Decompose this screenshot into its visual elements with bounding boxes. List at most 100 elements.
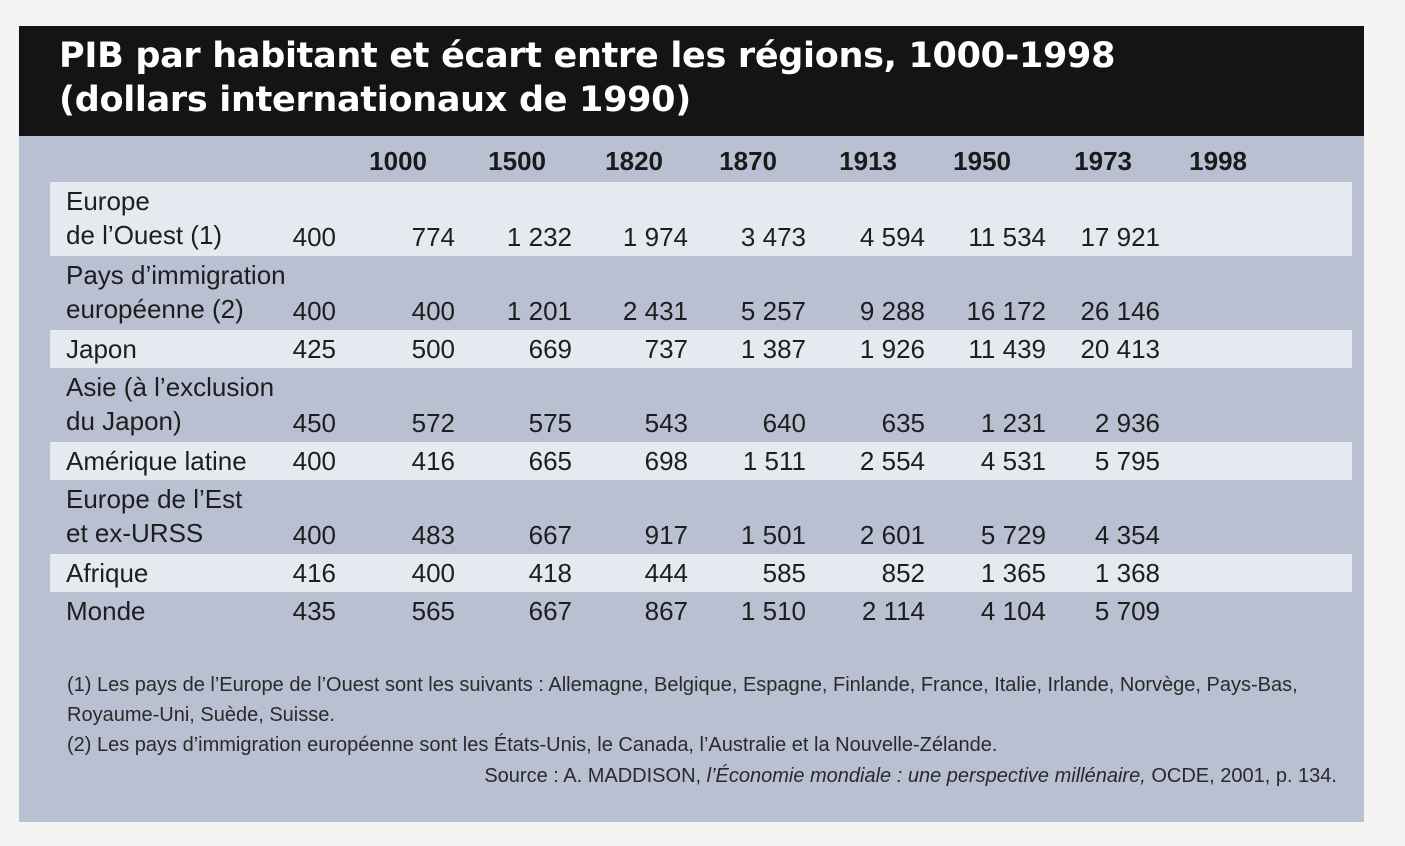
value-cell: 1 232 <box>506 222 572 252</box>
value-cell: 20 413 <box>1080 334 1160 364</box>
value-cell: 500 <box>411 334 455 364</box>
value-cell: 1 368 <box>1094 558 1160 588</box>
value-cell: 16 172 <box>966 296 1046 326</box>
value-cell: 435 <box>292 596 336 626</box>
value-cell: 11 534 <box>968 222 1046 252</box>
region-label: Europe de l’Ouest (1) <box>66 186 223 250</box>
value-cell: 640 <box>762 408 806 438</box>
value-cell: 867 <box>644 596 688 626</box>
value-cell: 26 146 <box>1080 296 1160 326</box>
year-header: 1000 <box>369 146 427 176</box>
table-row: Japon 425 500 669 737 1 387 1 926 11 439 20 413 <box>50 330 1352 368</box>
value-cell: 483 <box>411 520 455 550</box>
value-cell: 1 510 <box>740 596 806 626</box>
year-header: 1820 <box>605 146 663 176</box>
value-cell: 565 <box>411 596 455 626</box>
region-label: Afrique <box>66 558 149 588</box>
value-cell: 5 795 <box>1094 446 1160 476</box>
value-cell: 400 <box>292 222 336 252</box>
value-cell: 444 <box>644 558 688 588</box>
value-cell: 1 501 <box>740 520 806 550</box>
value-cell: 400 <box>292 296 336 326</box>
table-title: PIB par habitant et écart entre les régi… <box>59 36 1116 76</box>
footnotes: (1) Les pays de l’Europe de l’Ouest sont… <box>67 670 1357 760</box>
value-cell: 1 231 <box>980 408 1046 438</box>
year-header-row: 1000 1500 1820 1870 1913 1950 1973 1998 <box>19 142 1364 182</box>
value-cell: 669 <box>528 334 572 364</box>
source-suffix: OCDE, 2001, p. 134. <box>1145 765 1337 787</box>
value-cell: 5 257 <box>740 296 806 326</box>
value-cell: 575 <box>528 408 572 438</box>
value-cell: 5 729 <box>980 520 1046 550</box>
year-header: 1973 <box>1074 146 1132 176</box>
year-header: 1500 <box>488 146 546 176</box>
value-cell: 416 <box>411 446 455 476</box>
value-cell: 667 <box>528 596 572 626</box>
table-row: Amérique latine 400 416 665 698 1 511 2 554 4 5… <box>50 442 1352 480</box>
value-cell: 667 <box>528 520 572 550</box>
table-row: Europe de l’Est et ex-URSS 400 483 667 917 1 … <box>50 480 1352 554</box>
value-cell: 2 114 <box>861 596 925 626</box>
source-work-title: l’Économie mondiale : une perspective mi… <box>706 765 1146 787</box>
value-cell: 2 554 <box>859 446 925 476</box>
title-bar: PIB par habitant et écart entre les régi… <box>19 26 1364 136</box>
value-cell: 1 387 <box>740 334 806 364</box>
value-cell: 5 709 <box>1094 596 1160 626</box>
source-prefix: Source : A. MADDISON, <box>484 765 707 787</box>
value-cell: 4 594 <box>859 222 925 252</box>
value-cell: 665 <box>528 446 572 476</box>
value-cell: 1 511 <box>742 446 806 476</box>
value-cell: 635 <box>881 408 925 438</box>
value-cell: 543 <box>644 408 688 438</box>
table-row: Asie (à l’exclusion du Japon) 450 572 575 54… <box>50 368 1352 442</box>
table-panel: PIB par habitant et écart entre les régi… <box>19 26 1364 822</box>
value-cell: 737 <box>644 334 688 364</box>
value-cell: 1 974 <box>622 222 688 252</box>
source-citation: Source : A. MADDISON, l’Économie mondial… <box>484 762 1337 790</box>
value-cell: 450 <box>292 408 336 438</box>
value-cell: 4 531 <box>980 446 1046 476</box>
value-cell: 572 <box>411 408 455 438</box>
value-cell: 11 439 <box>968 334 1046 364</box>
value-cell: 4 104 <box>980 596 1046 626</box>
year-header: 1913 <box>839 146 897 176</box>
value-cell: 2 936 <box>1094 408 1160 438</box>
value-cell: 585 <box>762 558 806 588</box>
value-cell: 400 <box>411 296 455 326</box>
value-cell: 1 926 <box>859 334 925 364</box>
year-header: 1870 <box>719 146 777 176</box>
value-cell: 1 365 <box>980 558 1046 588</box>
value-cell: 400 <box>292 520 336 550</box>
table-row: Monde 435 565 667 867 1 510 2 114 4 104 5 709 <box>50 592 1352 630</box>
region-label: Asie (à l’exclusion du Japon) <box>66 372 275 436</box>
year-header: 1950 <box>953 146 1011 176</box>
value-cell: 852 <box>881 558 925 588</box>
table-row: Pays d’immigration européenne (2) 400 400 1… <box>50 256 1352 330</box>
value-cell: 698 <box>644 446 688 476</box>
region-label: Pays d’immigration européenne (2) <box>66 260 286 324</box>
value-cell: 2 431 <box>622 296 688 326</box>
value-cell: 917 <box>644 520 688 550</box>
table-row: Afrique 416 400 418 444 585 852 1 365 1 368 <box>50 554 1352 592</box>
value-cell: 400 <box>292 446 336 476</box>
value-cell: 9 288 <box>859 296 925 326</box>
footnote-1: (1) Les pays de l’Europe de l’Ouest sont… <box>67 674 1298 726</box>
region-label: Amérique latine <box>66 446 247 476</box>
region-label: Europe de l’Est et ex-URSS <box>66 484 243 548</box>
table-row: Europe de l’Ouest (1) 400 774 1 232 1 974 3 4… <box>50 182 1352 256</box>
value-cell: 400 <box>411 558 455 588</box>
value-cell: 4 354 <box>1094 520 1160 550</box>
value-cell: 416 <box>292 558 336 588</box>
value-cell: 2 601 <box>859 520 925 550</box>
value-cell: 774 <box>411 222 455 252</box>
value-cell: 1 201 <box>506 296 572 326</box>
value-cell: 17 921 <box>1080 222 1160 252</box>
value-cell: 425 <box>292 334 336 364</box>
value-cell: 418 <box>528 558 572 588</box>
region-label: Monde <box>66 596 146 626</box>
year-header: 1998 <box>1189 146 1247 176</box>
table-subtitle: (dollars internationaux de 1990) <box>59 80 691 120</box>
value-cell: 3 473 <box>740 222 806 252</box>
region-label: Japon <box>66 334 137 364</box>
